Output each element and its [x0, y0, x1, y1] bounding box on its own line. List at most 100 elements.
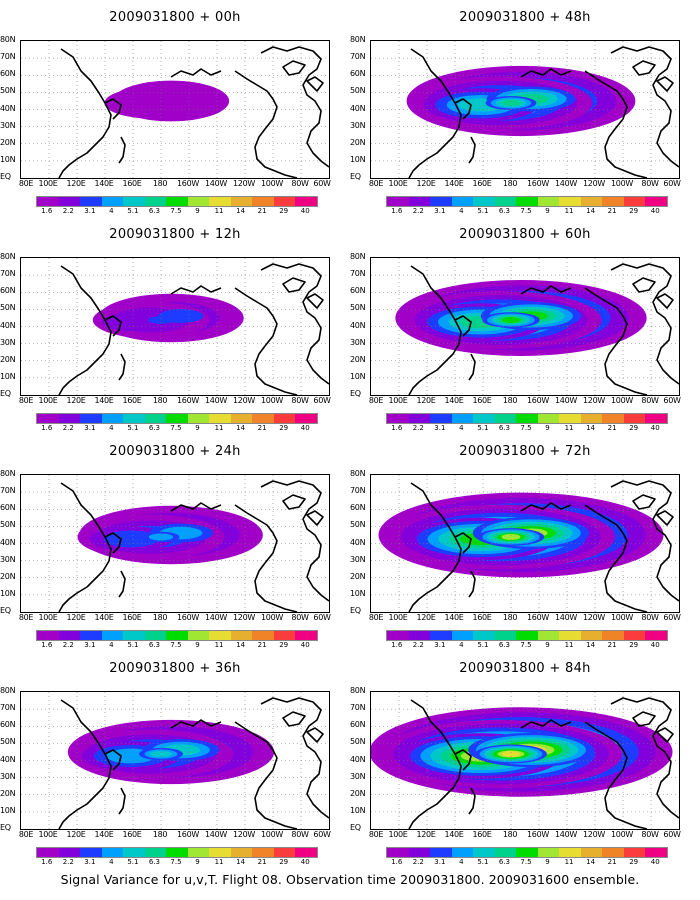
colorbar-label: 2.2: [62, 641, 74, 649]
colorbar-label: 9: [545, 424, 550, 432]
colorbar-swatch: [230, 414, 253, 423]
colorbar-swatch: [295, 848, 317, 857]
colorbar: [36, 196, 318, 207]
lon-tick-label: 160E: [122, 396, 142, 405]
lon-tick-label: 60W: [663, 830, 681, 839]
colorbar-label: 2.2: [62, 424, 74, 432]
coastline: [610, 480, 679, 602]
colorbar-swatch: [387, 848, 409, 857]
colorbar-swatch: [537, 197, 560, 206]
lon-tick-label: 80W: [291, 179, 309, 188]
lat-tick-label: 70N: [0, 486, 16, 496]
lon-tick-label: 160E: [122, 613, 142, 622]
coastline: [306, 727, 324, 743]
colorbar-swatch: [295, 631, 317, 640]
colorbar-swatch: [101, 848, 124, 857]
coastline: [468, 787, 476, 815]
variance-map: [20, 474, 330, 613]
lon-tick-label: 80E: [18, 396, 34, 405]
lat-tick-label: 10N: [350, 154, 366, 164]
lat-tick-label: 30N: [350, 337, 366, 347]
colorbar-swatch: [451, 197, 474, 206]
colorbar-swatch: [451, 848, 474, 857]
variance-contour: [104, 87, 198, 119]
coastline: [584, 287, 648, 395]
colorbar-swatch: [473, 414, 495, 423]
lon-tick-label: 120W: [233, 830, 255, 839]
colorbar-swatch: [37, 631, 59, 640]
colorbar-swatch: [273, 848, 296, 857]
lat-tick-label: 80N: [0, 469, 16, 478]
lat-tick-label: 50N: [350, 86, 366, 96]
colorbar-label: 4: [109, 424, 114, 432]
colorbar-label: 2.2: [62, 207, 74, 215]
lat-tick-label: 30N: [0, 554, 16, 564]
colorbar-label: 6.3: [148, 424, 161, 432]
lon-tick-label: 100W: [261, 830, 283, 839]
coastline: [610, 46, 679, 168]
lat-tick-label: 60N: [0, 69, 16, 79]
colorbar-label: 3.1: [434, 424, 446, 432]
colorbar-swatch: [273, 414, 296, 423]
colorbar-swatch: [295, 197, 317, 206]
forecast-panel: 2009031800 + 60h 80N 70N 60N 50N 40N 30N 20N 10N…: [350, 217, 700, 432]
colorbar-swatch: [101, 631, 124, 640]
coastline: [520, 719, 572, 729]
coastline: [454, 98, 472, 120]
colorbar-swatch: [387, 414, 409, 423]
colorbar-swatch: [144, 197, 167, 206]
lon-tick-label: 160W: [527, 830, 549, 839]
variance-contour: [500, 100, 522, 106]
panel-title: 2009031800 + 00h: [109, 10, 241, 25]
colorbar-label: 21: [257, 424, 267, 432]
colorbar-label: 29: [629, 424, 639, 432]
lat-tick-label: EQ: [350, 172, 361, 181]
colorbar-swatch: [101, 197, 124, 206]
colorbar-swatch: [80, 197, 102, 206]
lat-tick-label: 60N: [350, 69, 366, 79]
lon-tick-label: 80W: [291, 396, 309, 405]
colorbar-label: 14: [586, 424, 596, 432]
lat-tick-label: EQ: [350, 823, 361, 832]
coastline: [58, 265, 112, 395]
colorbar-swatch: [645, 414, 667, 423]
lon-tick-label: 140E: [444, 613, 464, 622]
variance-map: [20, 40, 330, 179]
lon-tick-label: 140W: [555, 613, 577, 622]
lon-tick-label: 120W: [233, 396, 255, 405]
coastline: [118, 787, 126, 815]
colorbar-swatch: [230, 848, 253, 857]
colorbar-label: 14: [236, 424, 246, 432]
lon-tick-label: 160E: [472, 179, 492, 188]
colorbar-label: 14: [236, 207, 246, 215]
colorbar-swatch: [516, 631, 538, 640]
colorbar-label: 21: [607, 424, 617, 432]
coastline: [282, 494, 306, 510]
coastline: [282, 277, 306, 293]
lon-tick-label: 140E: [94, 830, 114, 839]
colorbar-swatch: [187, 197, 210, 206]
colorbar-swatch: [166, 197, 188, 206]
lon-tick-label: 160W: [177, 613, 199, 622]
colorbar-swatch: [473, 848, 495, 857]
colorbar-swatch: [537, 414, 560, 423]
colorbar-swatch: [559, 197, 581, 206]
colorbar: [386, 413, 668, 424]
lat-tick-label: 70N: [350, 486, 366, 496]
coastline: [468, 136, 476, 164]
coastline: [58, 482, 112, 612]
coastline: [408, 699, 462, 829]
colorbar-label: 1.6: [391, 207, 403, 215]
variance-contour: [150, 750, 172, 758]
lon-tick-label: 120W: [583, 396, 605, 405]
colorbar-swatch: [559, 631, 581, 640]
lat-tick-label: 30N: [350, 554, 366, 564]
colorbar-swatch: [623, 848, 646, 857]
lat-tick-label: 50N: [0, 520, 16, 530]
coastline: [520, 68, 572, 78]
lat-tick-label: 20N: [350, 788, 366, 798]
colorbar-label: 4: [459, 424, 464, 432]
colorbar-label: 5.1: [477, 207, 489, 215]
coastline: [610, 263, 679, 385]
lon-tick-label: 80E: [18, 179, 34, 188]
